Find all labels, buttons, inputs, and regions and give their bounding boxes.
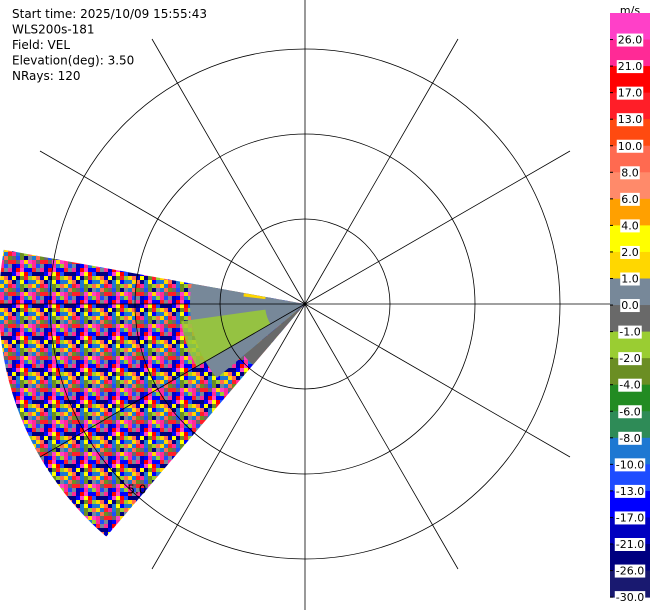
colorbar-label: 1.0 bbox=[621, 273, 639, 286]
colorbar-label: 6.0 bbox=[621, 193, 639, 206]
colorbar-label: 13.0 bbox=[618, 113, 643, 126]
colorbar-label: 10.0 bbox=[618, 140, 643, 153]
colorbar-label-bg bbox=[614, 484, 646, 498]
spoke bbox=[304, 303, 571, 458]
sector-green bbox=[181, 309, 271, 367]
colorbar-label: -8.0 bbox=[619, 432, 640, 445]
colorbar: m/s26.021.017.013.010.08.06.04.02.01.00.… bbox=[610, 4, 650, 605]
range-label: 5.0 bbox=[127, 483, 146, 497]
colorbar-label-bg bbox=[616, 139, 644, 153]
colorbar-label: 26.0 bbox=[618, 34, 643, 47]
colorbar-label: 21.0 bbox=[618, 60, 643, 73]
info-line: Field: VEL bbox=[12, 38, 70, 52]
colorbar-label: -13.0 bbox=[616, 485, 644, 498]
data-sector bbox=[0, 249, 305, 537]
colorbar-label: -17.0 bbox=[616, 511, 644, 524]
colorbar-label: -4.0 bbox=[619, 379, 640, 392]
colorbar-label: 2.0 bbox=[621, 246, 639, 259]
info-line: WLS200s-181 bbox=[12, 23, 95, 37]
colorbar-label: 4.0 bbox=[621, 219, 639, 232]
colorbar-label: 0.0 bbox=[621, 299, 639, 312]
info-line: NRays: 120 bbox=[12, 69, 81, 83]
spoke bbox=[39, 150, 306, 305]
sector-noise bbox=[0, 249, 305, 537]
spoke bbox=[304, 150, 571, 305]
spoke bbox=[304, 38, 459, 305]
info-line: Start time: 2025/10/09 15:55:43 bbox=[12, 7, 207, 21]
sector-yellow bbox=[243, 293, 266, 300]
info-line: Elevation(deg): 3.50 bbox=[12, 54, 134, 68]
colorbar-label: -26.0 bbox=[616, 565, 644, 578]
colorbar-label-bg bbox=[620, 192, 640, 206]
colorbar-label-bg bbox=[614, 458, 646, 472]
colorbar-label: 8.0 bbox=[621, 166, 639, 179]
colorbar-label: -30.0 bbox=[616, 591, 644, 604]
spoke bbox=[304, 303, 459, 570]
colorbar-label-bg bbox=[614, 591, 646, 605]
spoke bbox=[151, 303, 306, 570]
colorbar-label-bg bbox=[614, 538, 646, 551]
colorbar-label-bg bbox=[618, 325, 642, 339]
colorbar-label-bg bbox=[618, 405, 642, 419]
polar-grid bbox=[0, 0, 611, 610]
colorbar-label: -6.0 bbox=[619, 405, 640, 418]
sector-near bbox=[243, 304, 305, 365]
colorbar-label: -1.0 bbox=[619, 326, 640, 339]
colorbar-label-bg bbox=[618, 431, 642, 445]
colorbar-label: -21.0 bbox=[616, 538, 644, 551]
colorbar-label-bg bbox=[616, 60, 644, 74]
colorbar-label-bg bbox=[620, 166, 640, 180]
colorbar-label-bg bbox=[620, 245, 640, 259]
colorbar-label-bg bbox=[616, 113, 644, 127]
colorbar-label-bg bbox=[614, 511, 646, 525]
colorbar-label-bg bbox=[618, 352, 642, 366]
colorbar-label: -10.0 bbox=[616, 458, 644, 471]
colorbar-label-bg bbox=[616, 33, 644, 47]
colorbar-label-bg bbox=[618, 378, 642, 392]
colorbar-label-bg bbox=[614, 564, 646, 578]
info-block: Start time: 2025/10/09 15:55:43 WLS200s-1… bbox=[12, 7, 207, 83]
colorbar-label: 17.0 bbox=[618, 87, 643, 100]
spoke bbox=[39, 303, 306, 458]
colorbar-label: -2.0 bbox=[619, 352, 640, 365]
colorbar-label-bg bbox=[620, 272, 640, 286]
colorbar-label-bg bbox=[616, 86, 644, 100]
colorbar-label-bg bbox=[620, 299, 640, 313]
spoke bbox=[151, 38, 306, 305]
colorbar-label-bg bbox=[620, 219, 640, 233]
